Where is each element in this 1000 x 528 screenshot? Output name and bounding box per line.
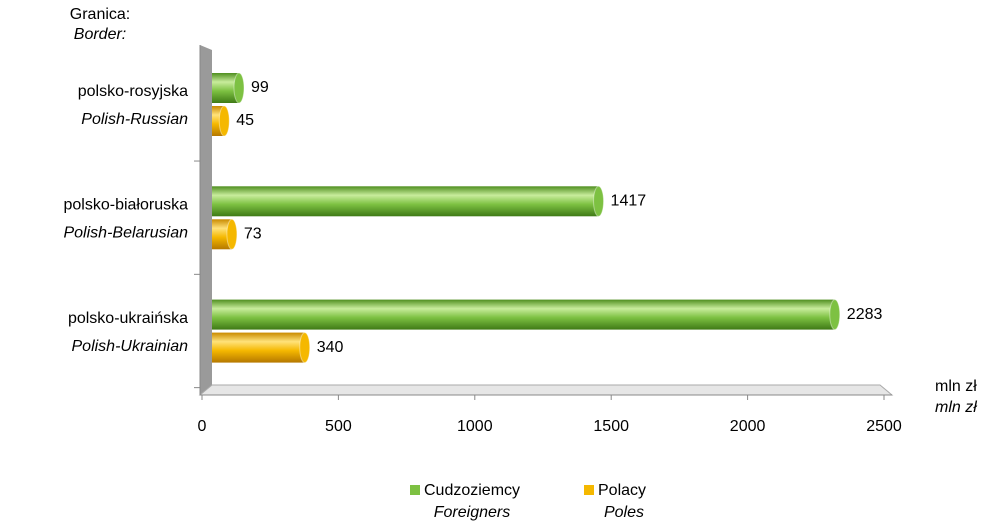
bar-cap [299, 332, 311, 364]
x-tick-label: 1500 [593, 418, 629, 435]
x-tick-label: 500 [325, 418, 352, 435]
legend-swatch [410, 485, 420, 495]
legend-swatch [584, 485, 594, 495]
back-wall [200, 45, 212, 395]
legend-label: Cudzoziemcy [424, 482, 520, 499]
category-label: polsko-ukraińska [68, 310, 188, 327]
x-label: mln zł [935, 378, 977, 395]
bar [212, 299, 835, 330]
category-label-en: Polish-Belarusian [63, 225, 188, 242]
bar-cap [226, 218, 238, 250]
category-label: polsko-rosyjska [78, 83, 188, 100]
value-label: 340 [317, 339, 344, 356]
x-tick-label: 1000 [457, 418, 493, 435]
bar-cap [829, 299, 841, 331]
bar-cap [593, 185, 605, 217]
category-label-en: Polish-Russian [81, 111, 188, 128]
bar-cap [233, 72, 245, 104]
y-label: Granica: [70, 6, 130, 23]
x-label-en: mln zł [935, 399, 977, 416]
y-label-en: Border: [74, 26, 126, 43]
bar [212, 219, 232, 250]
value-label: 2283 [847, 306, 883, 323]
value-label: 1417 [611, 193, 647, 210]
x-tick-label: 2500 [866, 418, 902, 435]
value-label: 45 [236, 112, 254, 129]
x-tick-label: 2000 [730, 418, 766, 435]
bar [212, 186, 599, 217]
category-label-en: Polish-Ukrainian [72, 338, 189, 355]
legend-label-en: Poles [604, 504, 644, 521]
category-label: polsko-białoruska [63, 197, 188, 214]
legend-label: Polacy [598, 482, 646, 499]
bar [212, 332, 305, 363]
x-tick-label: 0 [198, 418, 207, 435]
legend-label-en: Foreigners [434, 504, 510, 521]
value-label: 99 [251, 79, 269, 96]
floor [198, 384, 894, 396]
bar-cap [218, 105, 230, 137]
value-label: 73 [244, 226, 262, 243]
